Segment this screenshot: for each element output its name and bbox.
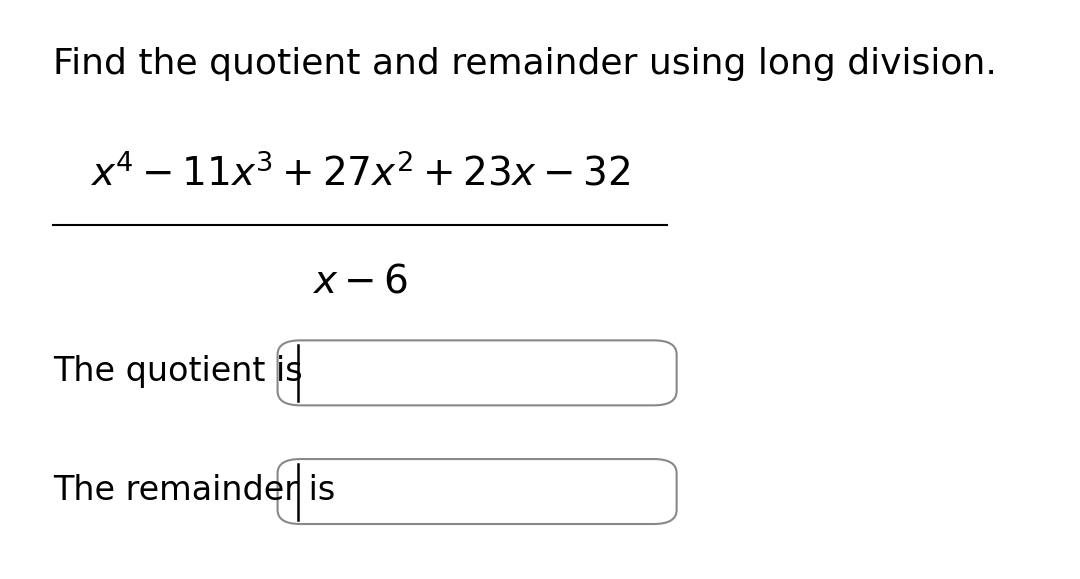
- Text: $x^4 - 11x^3 + 27x^2 + 23x - 32$: $x^4 - 11x^3 + 27x^2 + 23x - 32$: [90, 154, 631, 193]
- Text: The quotient is: The quotient is: [53, 355, 302, 388]
- Text: The remainder is: The remainder is: [53, 474, 335, 507]
- Text: $x - 6$: $x - 6$: [312, 262, 408, 300]
- FancyBboxPatch shape: [278, 340, 677, 405]
- Text: Find the quotient and remainder using long division.: Find the quotient and remainder using lo…: [53, 46, 997, 80]
- FancyBboxPatch shape: [278, 459, 677, 524]
